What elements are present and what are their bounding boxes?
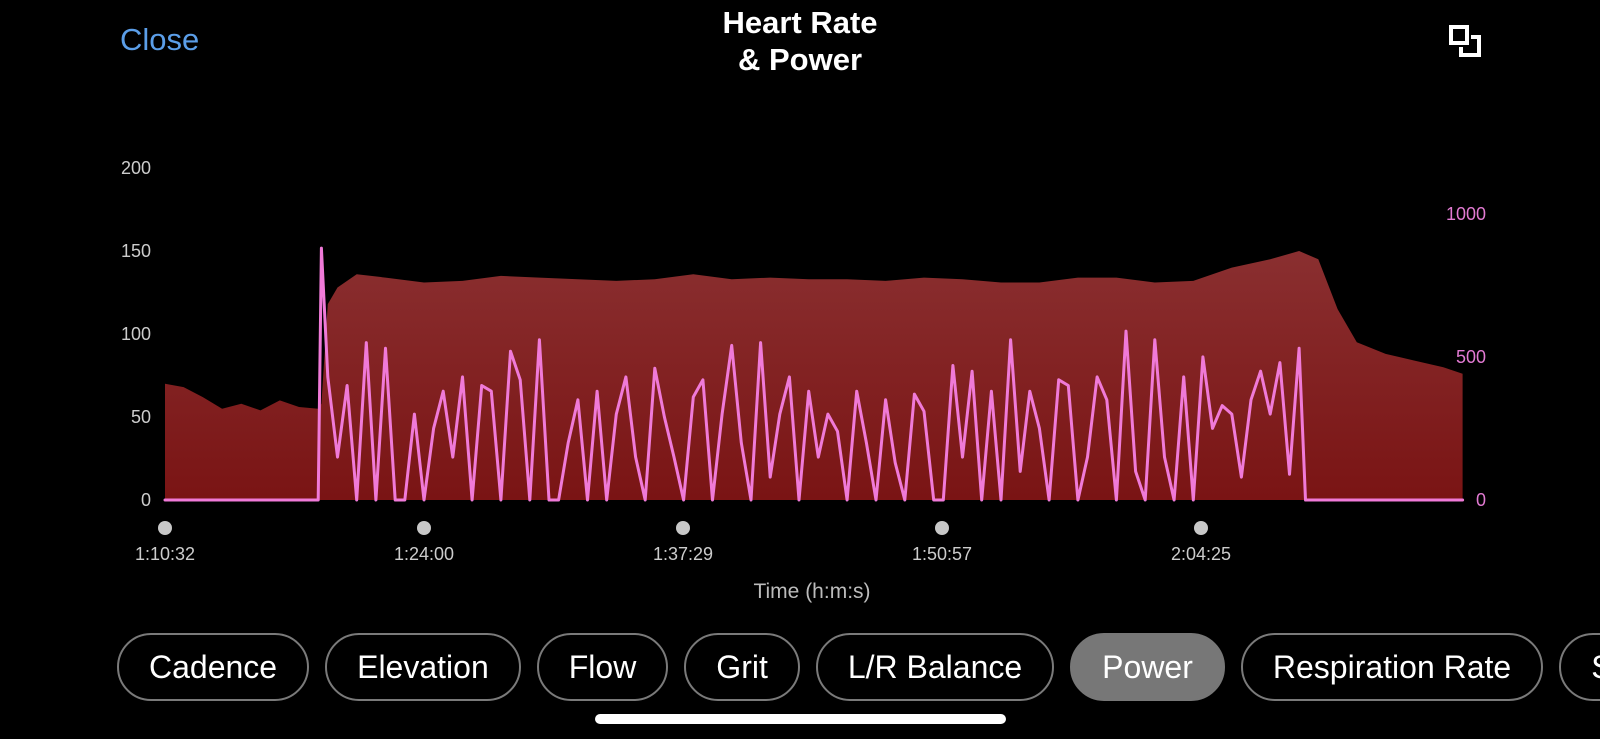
y-left-tick-label: 0 [141, 490, 151, 510]
tab-grit[interactable]: Grit [684, 633, 800, 701]
tab-elevation[interactable]: Elevation [325, 633, 521, 701]
x-tick-dot [935, 521, 949, 535]
title-line-1: Heart Rate [722, 5, 878, 40]
x-tick-dot [676, 521, 690, 535]
x-tick-label: 1:37:29 [653, 544, 713, 564]
heart-rate-power-chart: 0 50 100 150 200 0 500 1000 1:10:32 1:24:00 1:37:2… [121, 158, 1486, 603]
expand-icon-glyph [1449, 25, 1481, 57]
tab-flow[interactable]: Flow [536, 633, 669, 701]
tab-power[interactable]: Power [1070, 633, 1225, 701]
y-right-tick-label: 500 [1456, 347, 1486, 367]
y-left-tick-label: 200 [121, 158, 151, 178]
x-axis-title: Time (h:m:s) [753, 580, 870, 603]
tab-l-r-balance[interactable]: L/R Balance [815, 633, 1055, 701]
tab-respiration-rate[interactable]: Respiration Rate [1240, 633, 1544, 701]
y-left-tick-label: 50 [131, 407, 151, 427]
home-indicator [595, 714, 1006, 724]
y-left-tick-label: 100 [121, 324, 151, 344]
y-right-tick-label: 1000 [1446, 204, 1486, 224]
y-right-tick-label: 0 [1476, 490, 1486, 510]
page-title: Heart Rate & Power [600, 4, 1000, 78]
x-tick-label: 1:50:57 [912, 544, 972, 564]
x-tick-dot [158, 521, 172, 535]
tab-cadence[interactable]: Cadence [117, 633, 310, 701]
title-line-2: & Power [737, 42, 863, 77]
x-tick-label: 1:24:00 [394, 544, 454, 564]
x-tick-dot [417, 521, 431, 535]
y-left-tick-label: 150 [121, 241, 151, 261]
heart-rate-area [165, 251, 1463, 500]
close-button[interactable]: Close [120, 22, 200, 57]
x-tick-label: 1:10:32 [135, 544, 195, 564]
x-tick-dot [1194, 521, 1208, 535]
tab-s[interactable]: S [1559, 633, 1600, 701]
power-line [163, 246, 1465, 502]
metric-tabs: Cadence Elevation Flow Grit L/R Balance Power… [117, 633, 1600, 701]
expand-icon[interactable] [1448, 24, 1482, 58]
x-tick-label: 2:04:25 [1171, 544, 1231, 564]
